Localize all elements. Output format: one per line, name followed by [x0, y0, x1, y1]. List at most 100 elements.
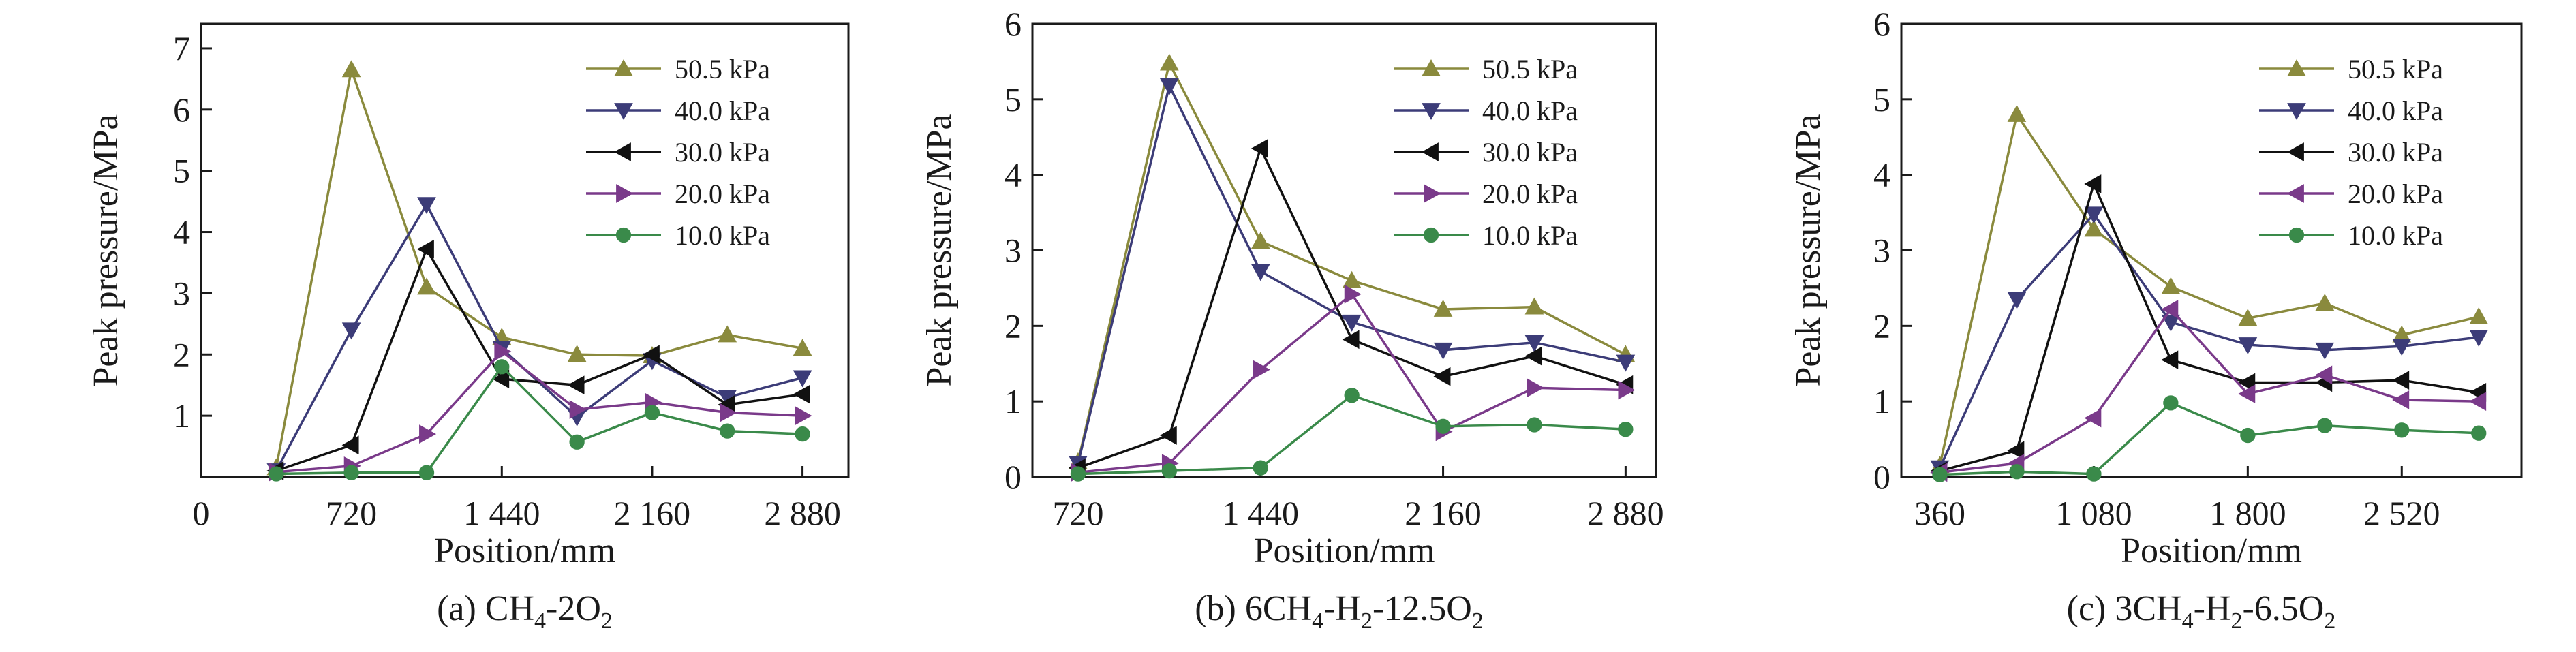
caption-text: -2O: [546, 589, 601, 628]
series-line: [1077, 394, 1626, 476]
series-30-0-kpa: [266, 239, 810, 480]
legend-marker: [1424, 184, 1441, 203]
data-point: [341, 322, 361, 340]
data-point: [569, 400, 587, 419]
data-point: [1433, 299, 1453, 317]
x-tick-label: 720: [1052, 494, 1103, 532]
data-point: [494, 341, 512, 361]
data-point: [642, 345, 660, 364]
caption-text: -12.5O: [1373, 589, 1472, 628]
data-point: [1251, 139, 1268, 158]
panel-caption: (b) 6CH4​-H2​-12.5O2​: [1195, 589, 1484, 634]
legend-marker: [2288, 227, 2305, 243]
series-40-0-kpa: [1930, 206, 2489, 478]
series-line: [1938, 212, 2479, 469]
caption-subscript: 4: [1312, 608, 1323, 634]
x-tick-label: 2 160: [614, 494, 691, 532]
data-point: [795, 406, 812, 425]
legend-label: 40.0 kPa: [675, 95, 770, 126]
data-point: [1344, 388, 1360, 403]
data-point: [1161, 463, 1178, 479]
legend-marker: [1422, 59, 1441, 76]
chart-panel-2: 0 1 2 3 4 5 6 720 1 440 2 160 2 880 Position/mm Peak…: [920, 5, 1664, 634]
data-point: [418, 465, 435, 480]
x-tick-label: 1 440: [463, 494, 540, 532]
data-point: [1527, 378, 1544, 398]
data-point: [1433, 342, 1453, 360]
caption-text: -H: [1323, 589, 1361, 628]
series-line: [1938, 111, 2479, 466]
legend-marker: [613, 142, 631, 161]
data-point: [2084, 408, 2102, 428]
legend-marker: [615, 227, 632, 243]
y-tick-label: 3: [1873, 232, 1890, 270]
legend-label: 50.5 kPa: [1482, 54, 1578, 84]
data-point: [720, 403, 737, 422]
data-point: [793, 384, 810, 404]
x-tick-label: 360: [1914, 494, 1965, 532]
data-point: [2317, 418, 2333, 433]
y-tick-label: 4: [1873, 156, 1890, 194]
data-point: [1253, 460, 1268, 476]
data-point: [793, 339, 812, 356]
y-tick-label: 5: [1005, 80, 1022, 119]
data-point: [569, 434, 585, 450]
x-axis-title: Position/mm: [1254, 531, 1435, 570]
caption-text: -6.5O: [2242, 589, 2324, 628]
data-point: [2238, 384, 2256, 403]
y-axis-title: Peak pressure/MPa: [920, 114, 959, 386]
caption-text: (a) CH: [437, 589, 534, 628]
data-point: [2009, 464, 2025, 480]
x-axis-title: Position/mm: [434, 531, 615, 570]
data-point: [341, 435, 359, 455]
caption-subscript: 4: [2182, 608, 2194, 634]
data-point: [567, 345, 587, 362]
data-point: [1344, 284, 1362, 304]
data-point: [1251, 264, 1270, 281]
data-point: [419, 424, 436, 444]
data-point: [492, 369, 510, 389]
data-point: [1433, 367, 1451, 386]
data-point: [2392, 339, 2412, 356]
panel-caption: (a) CH4​-2O2​: [437, 589, 613, 634]
legend-label: 20.0 kPa: [2348, 178, 2443, 209]
legend-marker: [2286, 184, 2304, 203]
data-point: [416, 239, 434, 259]
data-point: [2469, 392, 2487, 412]
y-tick-label: 2: [1873, 307, 1890, 345]
data-point: [2161, 350, 2179, 370]
series-line: [275, 246, 803, 472]
y-tick-label: 0: [1873, 458, 1890, 496]
data-point: [343, 465, 359, 480]
y-tick-label: 6: [1005, 5, 1022, 43]
data-point: [2238, 309, 2258, 326]
legend-label: 30.0 kPa: [2348, 137, 2443, 168]
legend-marker: [614, 103, 633, 121]
y-tick-label: 0: [1005, 458, 1022, 496]
y-tick-label: 2: [1005, 307, 1022, 345]
caption-subscript: 2: [1361, 608, 1373, 634]
data-point: [2315, 365, 2333, 385]
data-point: [2007, 104, 2027, 122]
y-tick-label: 1: [1873, 382, 1890, 420]
data-point: [718, 325, 737, 343]
x-axis-title: Position/mm: [2121, 531, 2302, 570]
y-tick-label: 3: [1005, 232, 1022, 270]
y-tick-label: 5: [1873, 80, 1890, 119]
legend-marker: [2287, 59, 2306, 76]
legend-label: 50.5 kPa: [2348, 54, 2443, 84]
x-tick-label: 2 160: [1405, 494, 1482, 532]
legend-label: 10.0 kPa: [1482, 220, 1578, 251]
data-point: [2315, 342, 2335, 360]
x-tick-label: 1 800: [2209, 494, 2286, 532]
x-tick-label: 2 520: [2363, 494, 2440, 532]
data-point: [2161, 277, 2181, 294]
data-point: [1618, 380, 1636, 400]
caption-subscript: 2: [1472, 608, 1484, 634]
legend-marker: [614, 59, 633, 76]
y-tick-label: 4: [173, 213, 190, 251]
y-tick-label: 6: [1873, 5, 1890, 43]
y-tick-label: 3: [173, 274, 190, 312]
x-tick-label: 2 880: [764, 494, 841, 532]
